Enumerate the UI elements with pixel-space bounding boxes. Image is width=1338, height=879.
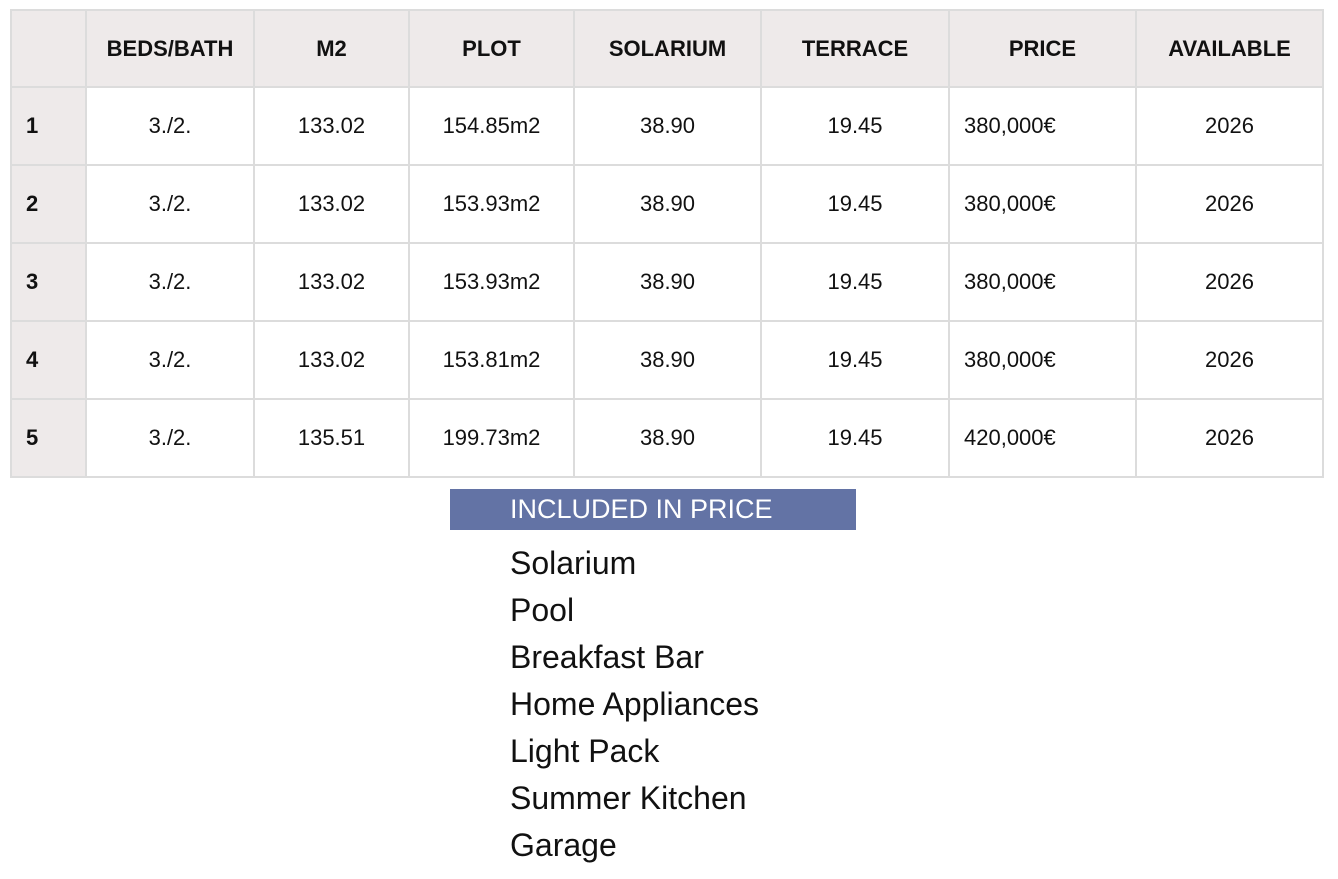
table-row: 1 3./2. 133.02 154.85m2 38.90 19.45 380,000€ 20…: [10, 86, 1324, 166]
table-cell: 19.45: [760, 398, 950, 478]
table-header-row: BEDS/BATH M2 PLOT SOLARIUM TERRACE PRICE AVAIL…: [10, 9, 1324, 88]
included-item: Light Pack: [510, 733, 660, 769]
column-header: PRICE: [948, 9, 1137, 88]
column-header: SOLARIUM: [573, 9, 762, 88]
table-cell: 135.51: [253, 398, 410, 478]
table-cell: 380,000€: [948, 242, 1137, 322]
table-cell: 380,000€: [948, 86, 1137, 166]
table-cell: 2: [10, 164, 87, 244]
table-cell: 38.90: [573, 242, 762, 322]
column-header: M2: [253, 9, 410, 88]
table-cell: 2026: [1135, 242, 1324, 322]
table-row: 2 3./2. 133.02 153.93m2 38.90 19.45 380,000€ 20…: [10, 164, 1324, 244]
included-item: Solarium: [510, 545, 637, 581]
table-cell: 3./2.: [85, 164, 255, 244]
included-item: Pool: [510, 592, 575, 628]
table-row: 4 3./2. 133.02 153.81m2 38.90 19.45 380,000€ 20…: [10, 320, 1324, 400]
column-header: PLOT: [408, 9, 575, 88]
included-in-price-heading: INCLUDED IN PRICE: [450, 489, 856, 530]
table-cell: 3./2.: [85, 242, 255, 322]
column-header: BEDS/BATH: [85, 9, 255, 88]
table-cell: 3./2.: [85, 86, 255, 166]
table-cell: 420,000€: [948, 398, 1137, 478]
table-cell: 153.81m2: [408, 320, 575, 400]
table-cell: 19.45: [760, 86, 950, 166]
table-cell: 380,000€: [948, 164, 1137, 244]
table-cell: 199.73m2: [408, 398, 575, 478]
units-table: BEDS/BATH M2 PLOT SOLARIUM TERRACE PRICE AVAIL…: [10, 9, 1324, 478]
table-cell: 38.90: [573, 164, 762, 244]
table-cell: 4: [10, 320, 87, 400]
table-cell: 3./2.: [85, 320, 255, 400]
table-cell: 133.02: [253, 86, 410, 166]
table-cell: 133.02: [253, 320, 410, 400]
table-cell: 38.90: [573, 86, 762, 166]
included-item: Home Appliances: [510, 686, 760, 722]
included-item: Breakfast Bar: [510, 639, 704, 675]
table-cell: 380,000€: [948, 320, 1137, 400]
table-cell: 3./2.: [85, 398, 255, 478]
table-cell: 19.45: [760, 164, 950, 244]
included-item: Garage: [510, 827, 617, 863]
table-cell: 2026: [1135, 86, 1324, 166]
table-row: 3 3./2. 133.02 153.93m2 38.90 19.45 380,000€ 20…: [10, 242, 1324, 322]
table-cell: 5: [10, 398, 87, 478]
column-header: AVAILABLE: [1135, 9, 1324, 88]
table-cell: 3: [10, 242, 87, 322]
table-cell: 38.90: [573, 320, 762, 400]
included-item: Summer Kitchen: [510, 780, 747, 816]
table-cell: 133.02: [253, 242, 410, 322]
table-row: 5 3./2. 135.51 199.73m2 38.90 19.45 420,000€ 20…: [10, 398, 1324, 478]
table-cell: 19.45: [760, 242, 950, 322]
table-cell: 153.93m2: [408, 164, 575, 244]
table-cell: 2026: [1135, 320, 1324, 400]
included-list: Solarium Pool Breakfast Bar Home Appliances…: [510, 540, 759, 869]
table-cell: 38.90: [573, 398, 762, 478]
column-header: [10, 9, 87, 88]
column-header: TERRACE: [760, 9, 950, 88]
table-cell: 1: [10, 86, 87, 166]
table-cell: 2026: [1135, 164, 1324, 244]
table-cell: 2026: [1135, 398, 1324, 478]
table-cell: 133.02: [253, 164, 410, 244]
table-cell: 19.45: [760, 320, 950, 400]
table-cell: 153.93m2: [408, 242, 575, 322]
table-cell: 154.85m2: [408, 86, 575, 166]
